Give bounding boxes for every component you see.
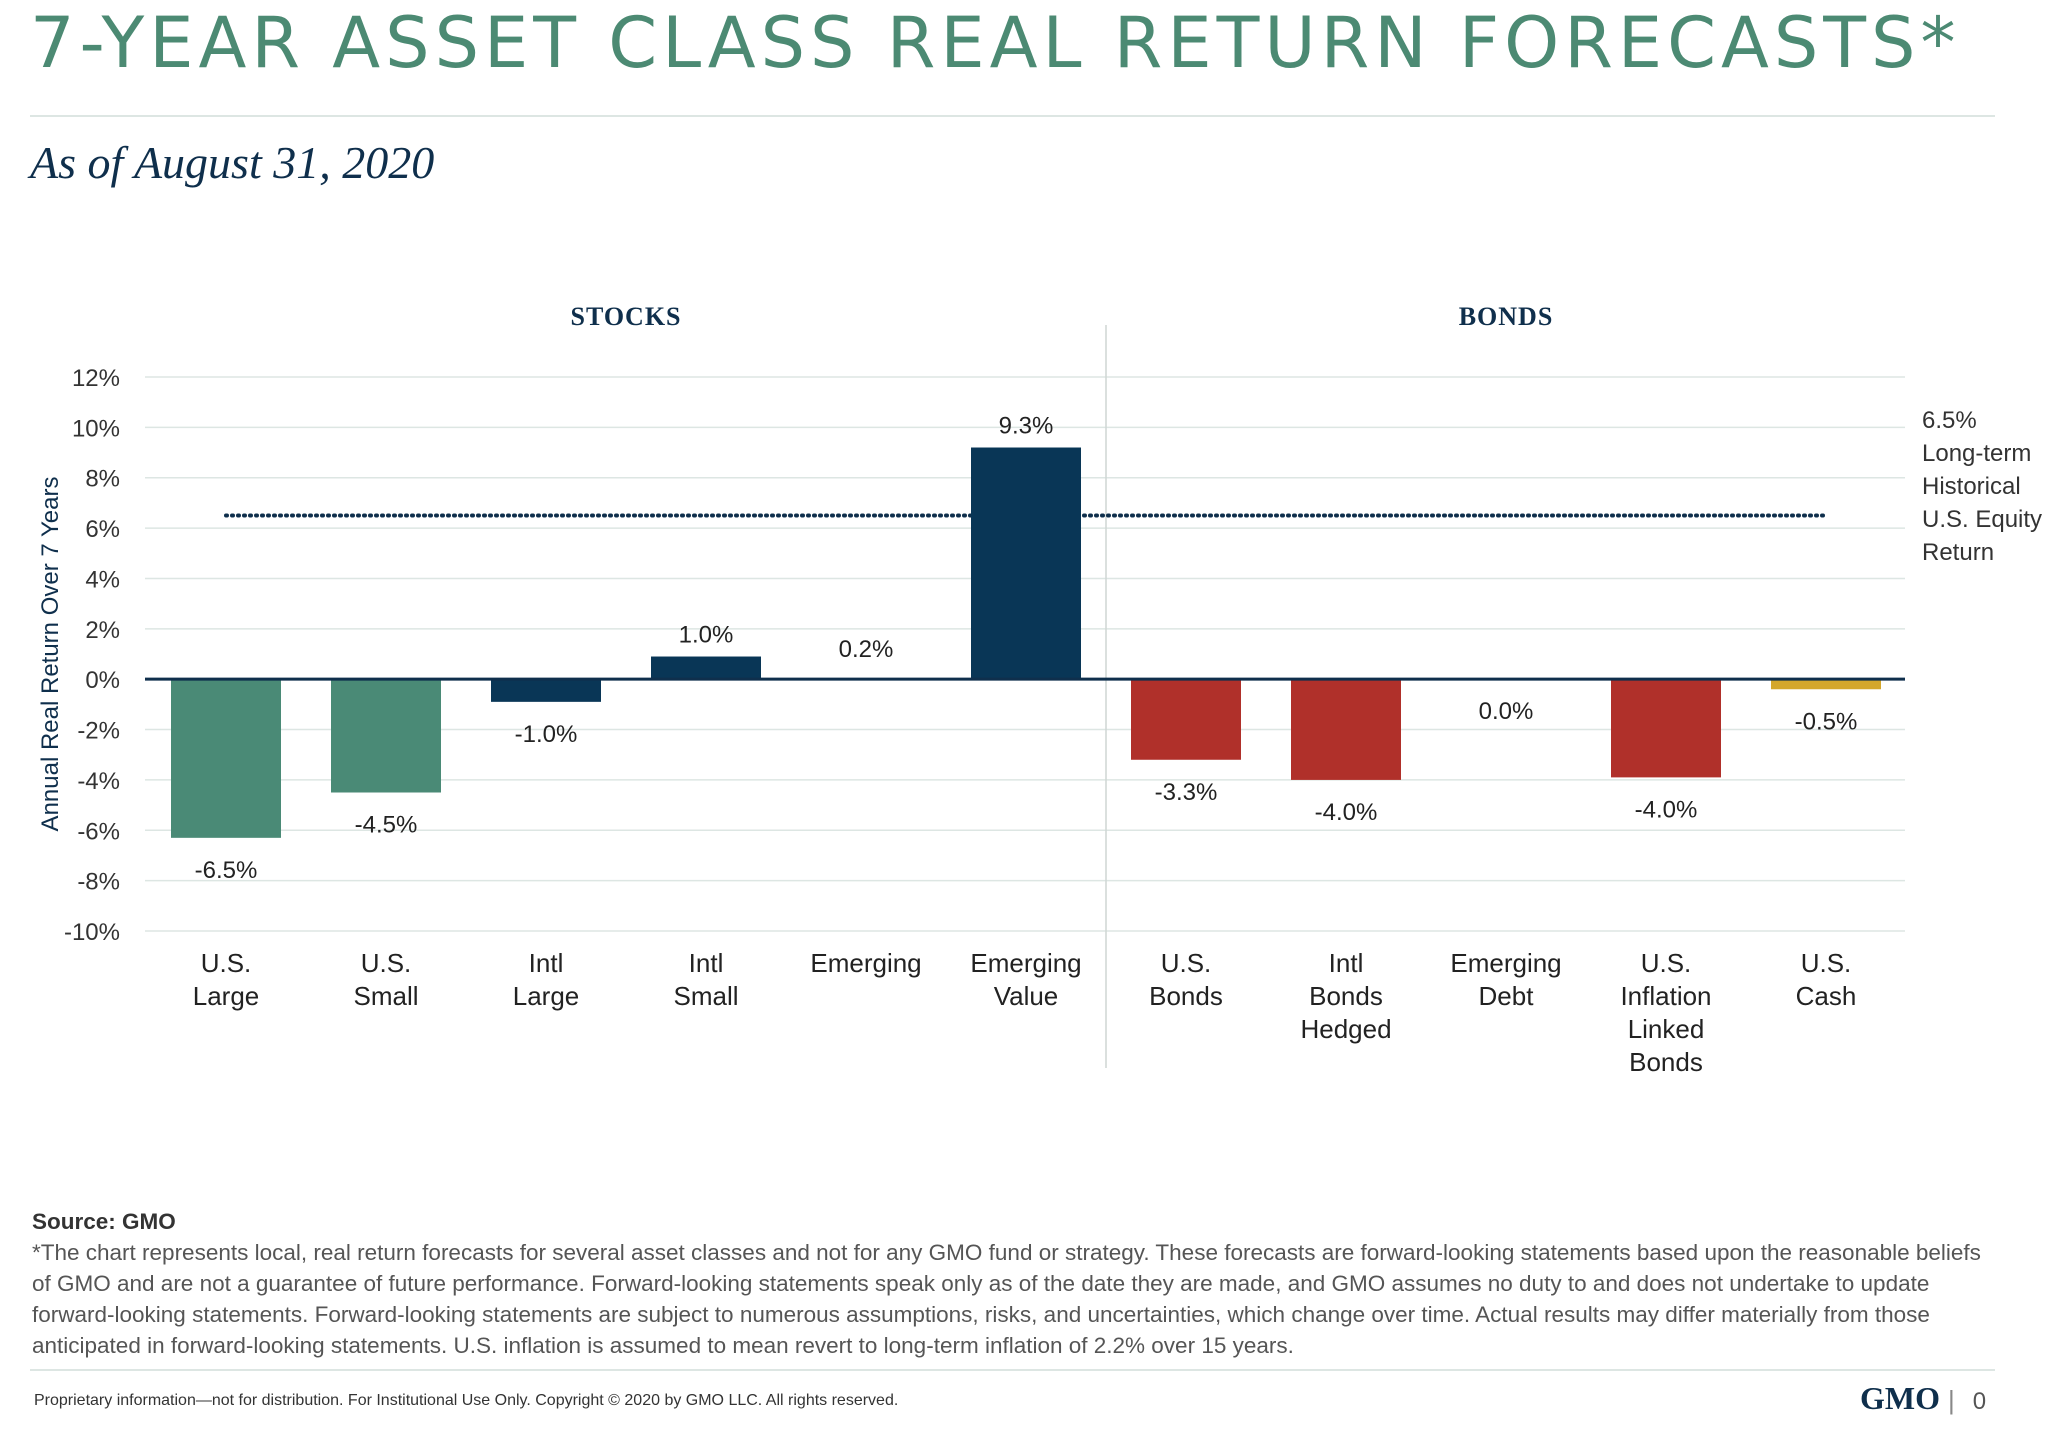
- category-label: Small: [353, 981, 418, 1011]
- group-header-stocks: STOCKS: [570, 302, 681, 331]
- category-label: U.S.: [201, 948, 252, 978]
- category-label: Large: [193, 981, 260, 1011]
- y-tick-label: 4%: [85, 566, 120, 593]
- value-label: 0.0%: [1479, 698, 1534, 725]
- bar: [1131, 679, 1241, 760]
- category-label: Emerging: [970, 948, 1081, 978]
- return-forecast-chart: 12% 10% 8% 6% 4% 2% 0% -2% -4% -6% -8% -10% Annual R…: [37, 302, 2042, 1077]
- category-label: Intl: [529, 948, 564, 978]
- y-tick-label: -8%: [77, 869, 120, 896]
- category-label: Small: [673, 981, 738, 1011]
- bar: [971, 447, 1081, 680]
- group-header-bonds: BONDS: [1459, 302, 1554, 331]
- category-label: Value: [994, 981, 1059, 1011]
- gmo-logo: GMO | 0: [1860, 1380, 1986, 1417]
- y-tick-label: 10%: [72, 415, 120, 442]
- y-tick-label: -10%: [64, 919, 120, 946]
- value-label: 9.3%: [999, 413, 1054, 440]
- category-label: U.S.: [1161, 948, 1212, 978]
- category-label: Emerging: [810, 948, 921, 978]
- category-label: U.S.: [1801, 948, 1852, 978]
- title-divider: [30, 115, 1995, 117]
- bar: [1611, 679, 1721, 778]
- y-tick-label: 0%: [85, 667, 120, 694]
- category-label: Bonds: [1309, 981, 1383, 1011]
- chart-footnote: Source: GMO *The chart represents local,…: [32, 1206, 1997, 1361]
- category-label: Emerging: [1450, 948, 1561, 978]
- category-label: U.S.: [361, 948, 412, 978]
- value-label: 0.2%: [839, 636, 894, 663]
- y-tick-label: 8%: [85, 466, 120, 493]
- bar: [331, 679, 441, 793]
- reference-label: Long-term: [1922, 440, 2031, 467]
- y-tick-label: 2%: [85, 617, 120, 644]
- y-axis-title: Annual Real Return Over 7 Years: [37, 477, 64, 832]
- bar: [1771, 679, 1881, 690]
- footnote-text: *The chart represents local, real return…: [32, 1240, 1981, 1358]
- category-label: Bonds: [1149, 981, 1223, 1011]
- value-label: -4.0%: [1315, 799, 1378, 826]
- category-label: Bonds: [1629, 1047, 1703, 1077]
- y-tick-label: -2%: [77, 718, 120, 745]
- logo-text: GMO: [1860, 1380, 1940, 1416]
- y-tick-label: 6%: [85, 516, 120, 543]
- reference-label: Historical: [1922, 473, 2021, 500]
- category-label: Hedged: [1300, 1014, 1391, 1044]
- value-label: -0.5%: [1795, 708, 1858, 735]
- footer-divider: [30, 1369, 1995, 1371]
- y-tick-label: -6%: [77, 818, 120, 845]
- value-label: -1.0%: [515, 721, 578, 748]
- bar: [171, 679, 281, 838]
- category-label: Large: [513, 981, 580, 1011]
- reference-label: 6.5%: [1922, 407, 1977, 434]
- bar: [651, 656, 761, 680]
- page-title: 7-YEAR ASSET CLASS REAL RETURN FORECASTS…: [30, 2, 1961, 84]
- logo-separator: |: [1947, 1385, 1955, 1415]
- footer-disclaimer: Proprietary information—not for distribu…: [34, 1392, 899, 1409]
- category-label: Inflation: [1620, 981, 1711, 1011]
- value-label: -3.3%: [1155, 779, 1218, 806]
- category-label: Debt: [1479, 981, 1535, 1011]
- reference-label: Return: [1922, 539, 1994, 566]
- page-number: 0: [1972, 1388, 1987, 1415]
- bar: [491, 679, 601, 702]
- value-label: -4.0%: [1635, 796, 1698, 823]
- page-subtitle: As of August 31, 2020: [30, 137, 435, 188]
- value-label: -6.5%: [195, 857, 258, 884]
- source-note: Source: GMO: [32, 1209, 176, 1234]
- category-label: U.S.: [1641, 948, 1692, 978]
- reference-label: U.S. Equity: [1922, 506, 2042, 533]
- value-label: -4.5%: [355, 812, 418, 839]
- bar: [1291, 679, 1401, 780]
- category-label: Intl: [1329, 948, 1364, 978]
- y-tick-label: 12%: [72, 365, 120, 392]
- category-label: Linked: [1628, 1014, 1705, 1044]
- y-tick-label: -4%: [77, 768, 120, 795]
- category-label: Intl: [689, 948, 724, 978]
- category-label: Cash: [1796, 981, 1857, 1011]
- value-label: 1.0%: [679, 622, 734, 649]
